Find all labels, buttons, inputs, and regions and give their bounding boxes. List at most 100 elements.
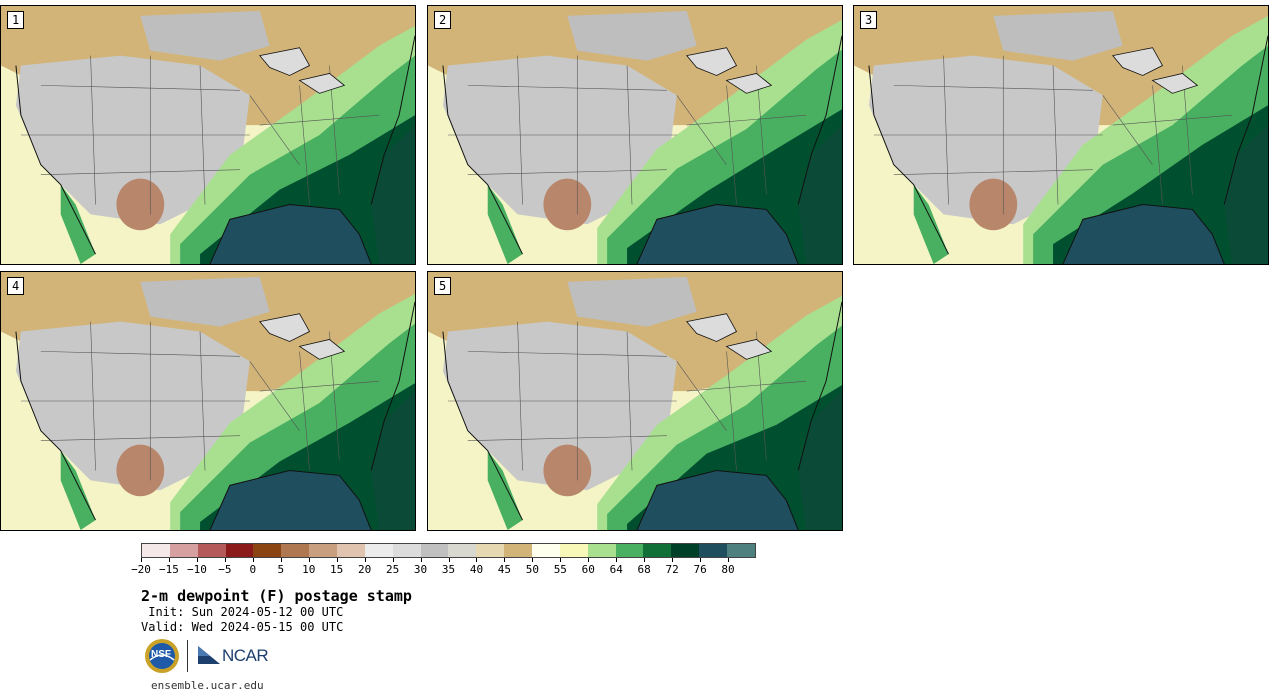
great-lakes (686, 47, 738, 76)
state-boundary (40, 169, 240, 175)
colorbar-segment (532, 544, 560, 557)
colorbar-tick-label: 40 (469, 563, 484, 576)
state-boundary (90, 321, 96, 471)
colorbar (141, 543, 756, 558)
dewpoint-map (428, 272, 842, 530)
figure-title: 2-m dewpoint (F) postage stamp (141, 587, 412, 605)
colorbar-tick (560, 558, 562, 562)
gulf-coastline (636, 469, 799, 530)
state-boundary (40, 85, 240, 91)
colorbar-tick-label: 25 (385, 563, 400, 576)
state-boundary (199, 65, 206, 205)
gray-northern-region (567, 276, 697, 327)
dewpoint-map (1, 272, 415, 530)
colorbar-segment (559, 544, 588, 557)
colorbar-segment (337, 544, 365, 557)
colorbar-tick-label: 10 (302, 563, 316, 576)
colorbar-tick-label: 60 (581, 563, 595, 576)
atlantic-region (371, 391, 415, 530)
great-lakes (259, 313, 311, 342)
init-value: Sun 2024-05-12 00 UTC (191, 605, 344, 619)
desert-region (116, 444, 165, 497)
colorbar-segment (169, 544, 198, 557)
gray-western-region (442, 321, 677, 491)
state-boundary (467, 85, 667, 91)
state-boundary (467, 351, 667, 357)
colorbar-tick (644, 558, 646, 562)
map-panel-5: 5 (427, 271, 843, 531)
panel-label: 1 (7, 11, 25, 29)
colorbar-segment (615, 544, 644, 557)
dry-northern-region (428, 272, 842, 392)
gray-western-region (868, 55, 1103, 225)
colorbar-tick (280, 558, 282, 562)
east-coastline (1223, 35, 1268, 205)
gulf-coastline (209, 203, 372, 264)
colorbar-segment (476, 544, 505, 557)
state-boundary (90, 55, 96, 205)
panel-label: 2 (434, 11, 452, 29)
gulf-ocean (636, 204, 799, 264)
colorbar-tick-label: −20 (131, 563, 151, 576)
state-boundary (467, 169, 667, 175)
colorbar-segment (420, 544, 449, 557)
colorbar-tick (336, 558, 338, 562)
colorbar-tick-label: 72 (665, 563, 679, 576)
gray-northern-region (140, 10, 270, 61)
east-coastline (370, 35, 415, 205)
valid-value: Wed 2024-05-15 00 UTC (191, 620, 344, 634)
colorbar-tick (532, 558, 534, 562)
atlantic-region (371, 125, 415, 264)
colorbar-tick (476, 558, 478, 562)
state-boundary (626, 331, 633, 471)
colorbar-tick-label: 35 (441, 563, 456, 576)
dry-northern-region (1, 6, 415, 126)
colorbar-tick-label: 76 (693, 563, 707, 576)
dry-northern-region (1, 272, 415, 392)
init-time: Init: Sun 2024-05-12 00 UTC (141, 605, 343, 619)
state-boundary (40, 351, 240, 357)
colorbar-tick-label: 50 (525, 563, 539, 576)
state-boundary (249, 361, 300, 431)
colorbar-segment (671, 544, 700, 557)
state-boundary (249, 95, 300, 165)
panel-label: 4 (7, 277, 25, 295)
gray-northern-region (993, 10, 1123, 61)
state-boundary (626, 65, 633, 205)
desert-region (969, 178, 1018, 231)
state-boundary (726, 85, 737, 205)
state-boundary (1052, 65, 1059, 205)
state-boundary (676, 361, 727, 431)
mexico-coast-moist (60, 450, 96, 530)
mexico-coast-moist (487, 450, 523, 530)
colorbar-ticks: −20 −15 −10 −5 0 5 10 15 20 25 30 35 40 45 50 55 60 64 68 7… (131, 558, 756, 578)
colorbar-tick (252, 558, 254, 562)
colorbar-segment (197, 544, 226, 557)
mexico-coast-moist (60, 184, 96, 264)
desert-region (116, 178, 165, 231)
colorbar-segment (448, 544, 477, 557)
colorbar-segment (309, 544, 338, 557)
west-coastline (442, 65, 523, 255)
gulf-coastline (209, 469, 372, 530)
colorbar-tick (700, 558, 702, 562)
gulf-coastline (1062, 203, 1225, 264)
east-coastline (797, 301, 842, 471)
colorbar-tick-label: 68 (637, 563, 651, 576)
west-coastline (15, 331, 96, 521)
mexico-coast-moist (913, 184, 949, 264)
great-lakes (686, 313, 738, 342)
dewpoint-map (854, 6, 1268, 264)
desert-region (543, 444, 592, 497)
gray-northern-region (140, 276, 270, 327)
state-boundary (259, 114, 380, 126)
great-lakes (725, 73, 773, 94)
colorbar-tick (364, 558, 366, 562)
colorbar-segment (504, 544, 533, 557)
colorbar-tick-label: −10 (186, 563, 207, 576)
gulf-coastline (636, 203, 799, 264)
colorbar-tick (141, 558, 142, 562)
colorbar-tick-label: 5 (277, 563, 285, 576)
colorbar-segment (587, 544, 616, 557)
great-lakes (298, 339, 346, 360)
